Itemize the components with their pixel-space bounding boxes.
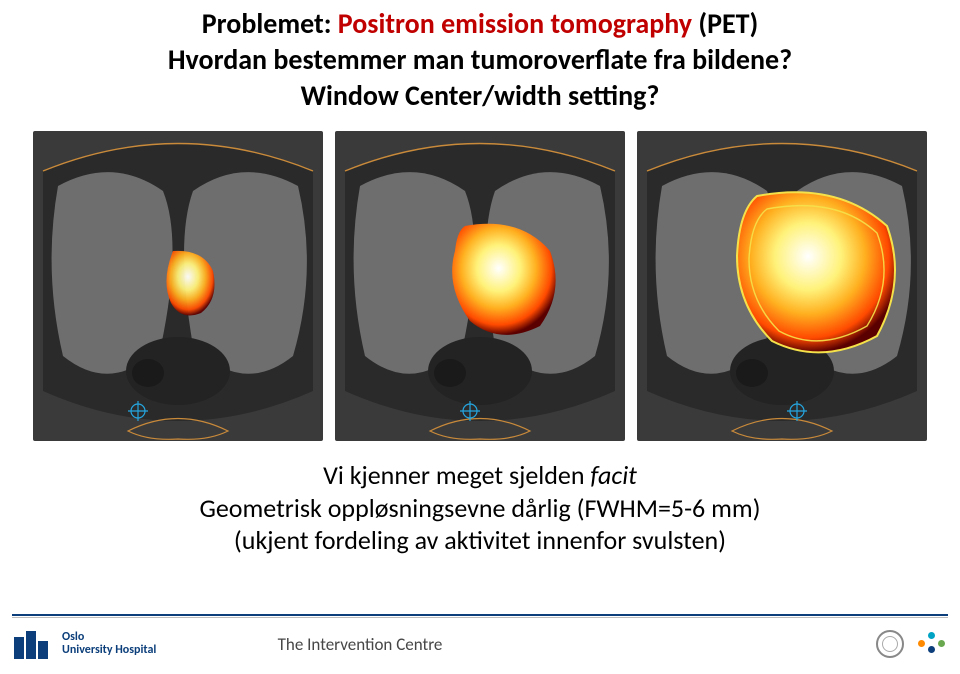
scan-svg-1 xyxy=(33,131,323,441)
scan-panel-2 xyxy=(335,131,625,441)
body-line-1: Vi kjenner meget sjelden facit xyxy=(0,459,960,492)
university-seal-icon xyxy=(876,630,904,658)
footer-rule-light xyxy=(12,617,948,618)
hospital-buildings-icon xyxy=(14,629,54,659)
title-line-3: Window Center/width setting? xyxy=(0,78,960,114)
scan-panel-3 xyxy=(637,131,927,441)
scan-panel-1 xyxy=(33,131,323,441)
scan-row xyxy=(0,131,960,441)
title-line-2: Hvordan bestemmer man tumoroverflate fra… xyxy=(0,42,960,78)
body-text: Vi kjenner meget sjelden facit Geometris… xyxy=(0,459,960,557)
footer-logo-text: Oslo University Hospital xyxy=(62,631,156,656)
title-red: Positron emission tomography xyxy=(338,6,699,41)
slide: Problemet: Positron emission tomography … xyxy=(0,0,960,674)
scan-svg-3 xyxy=(637,131,927,441)
footer-logo-line2: University Hospital xyxy=(62,644,156,657)
hotspot-3 xyxy=(737,193,895,353)
footer: Oslo University Hospital The Interventio… xyxy=(0,614,960,674)
dots-icon xyxy=(918,632,946,656)
footer-center-text: The Intervention Centre xyxy=(278,634,443,655)
body-line-2: Geometrisk oppløsningsevne dårlig (FWHM=… xyxy=(0,492,960,525)
body-line1-prefix: Vi kjenner meget sjelden xyxy=(323,459,590,491)
body-line1-italic: facit xyxy=(590,459,636,491)
title-line-1: Problemet: Positron emission tomography … xyxy=(0,6,960,42)
body-line-3: (ukjent fordeling av aktivitet innenfor … xyxy=(0,524,960,557)
footer-rule xyxy=(12,614,948,616)
title-prefix: Problemet: xyxy=(202,6,338,41)
footer-logo-left: Oslo University Hospital xyxy=(14,629,156,659)
title-suffix: (PET) xyxy=(698,6,758,41)
slide-title-block: Problemet: Positron emission tomography … xyxy=(0,0,960,113)
scan-svg-2 xyxy=(335,131,625,441)
footer-right xyxy=(876,630,946,658)
